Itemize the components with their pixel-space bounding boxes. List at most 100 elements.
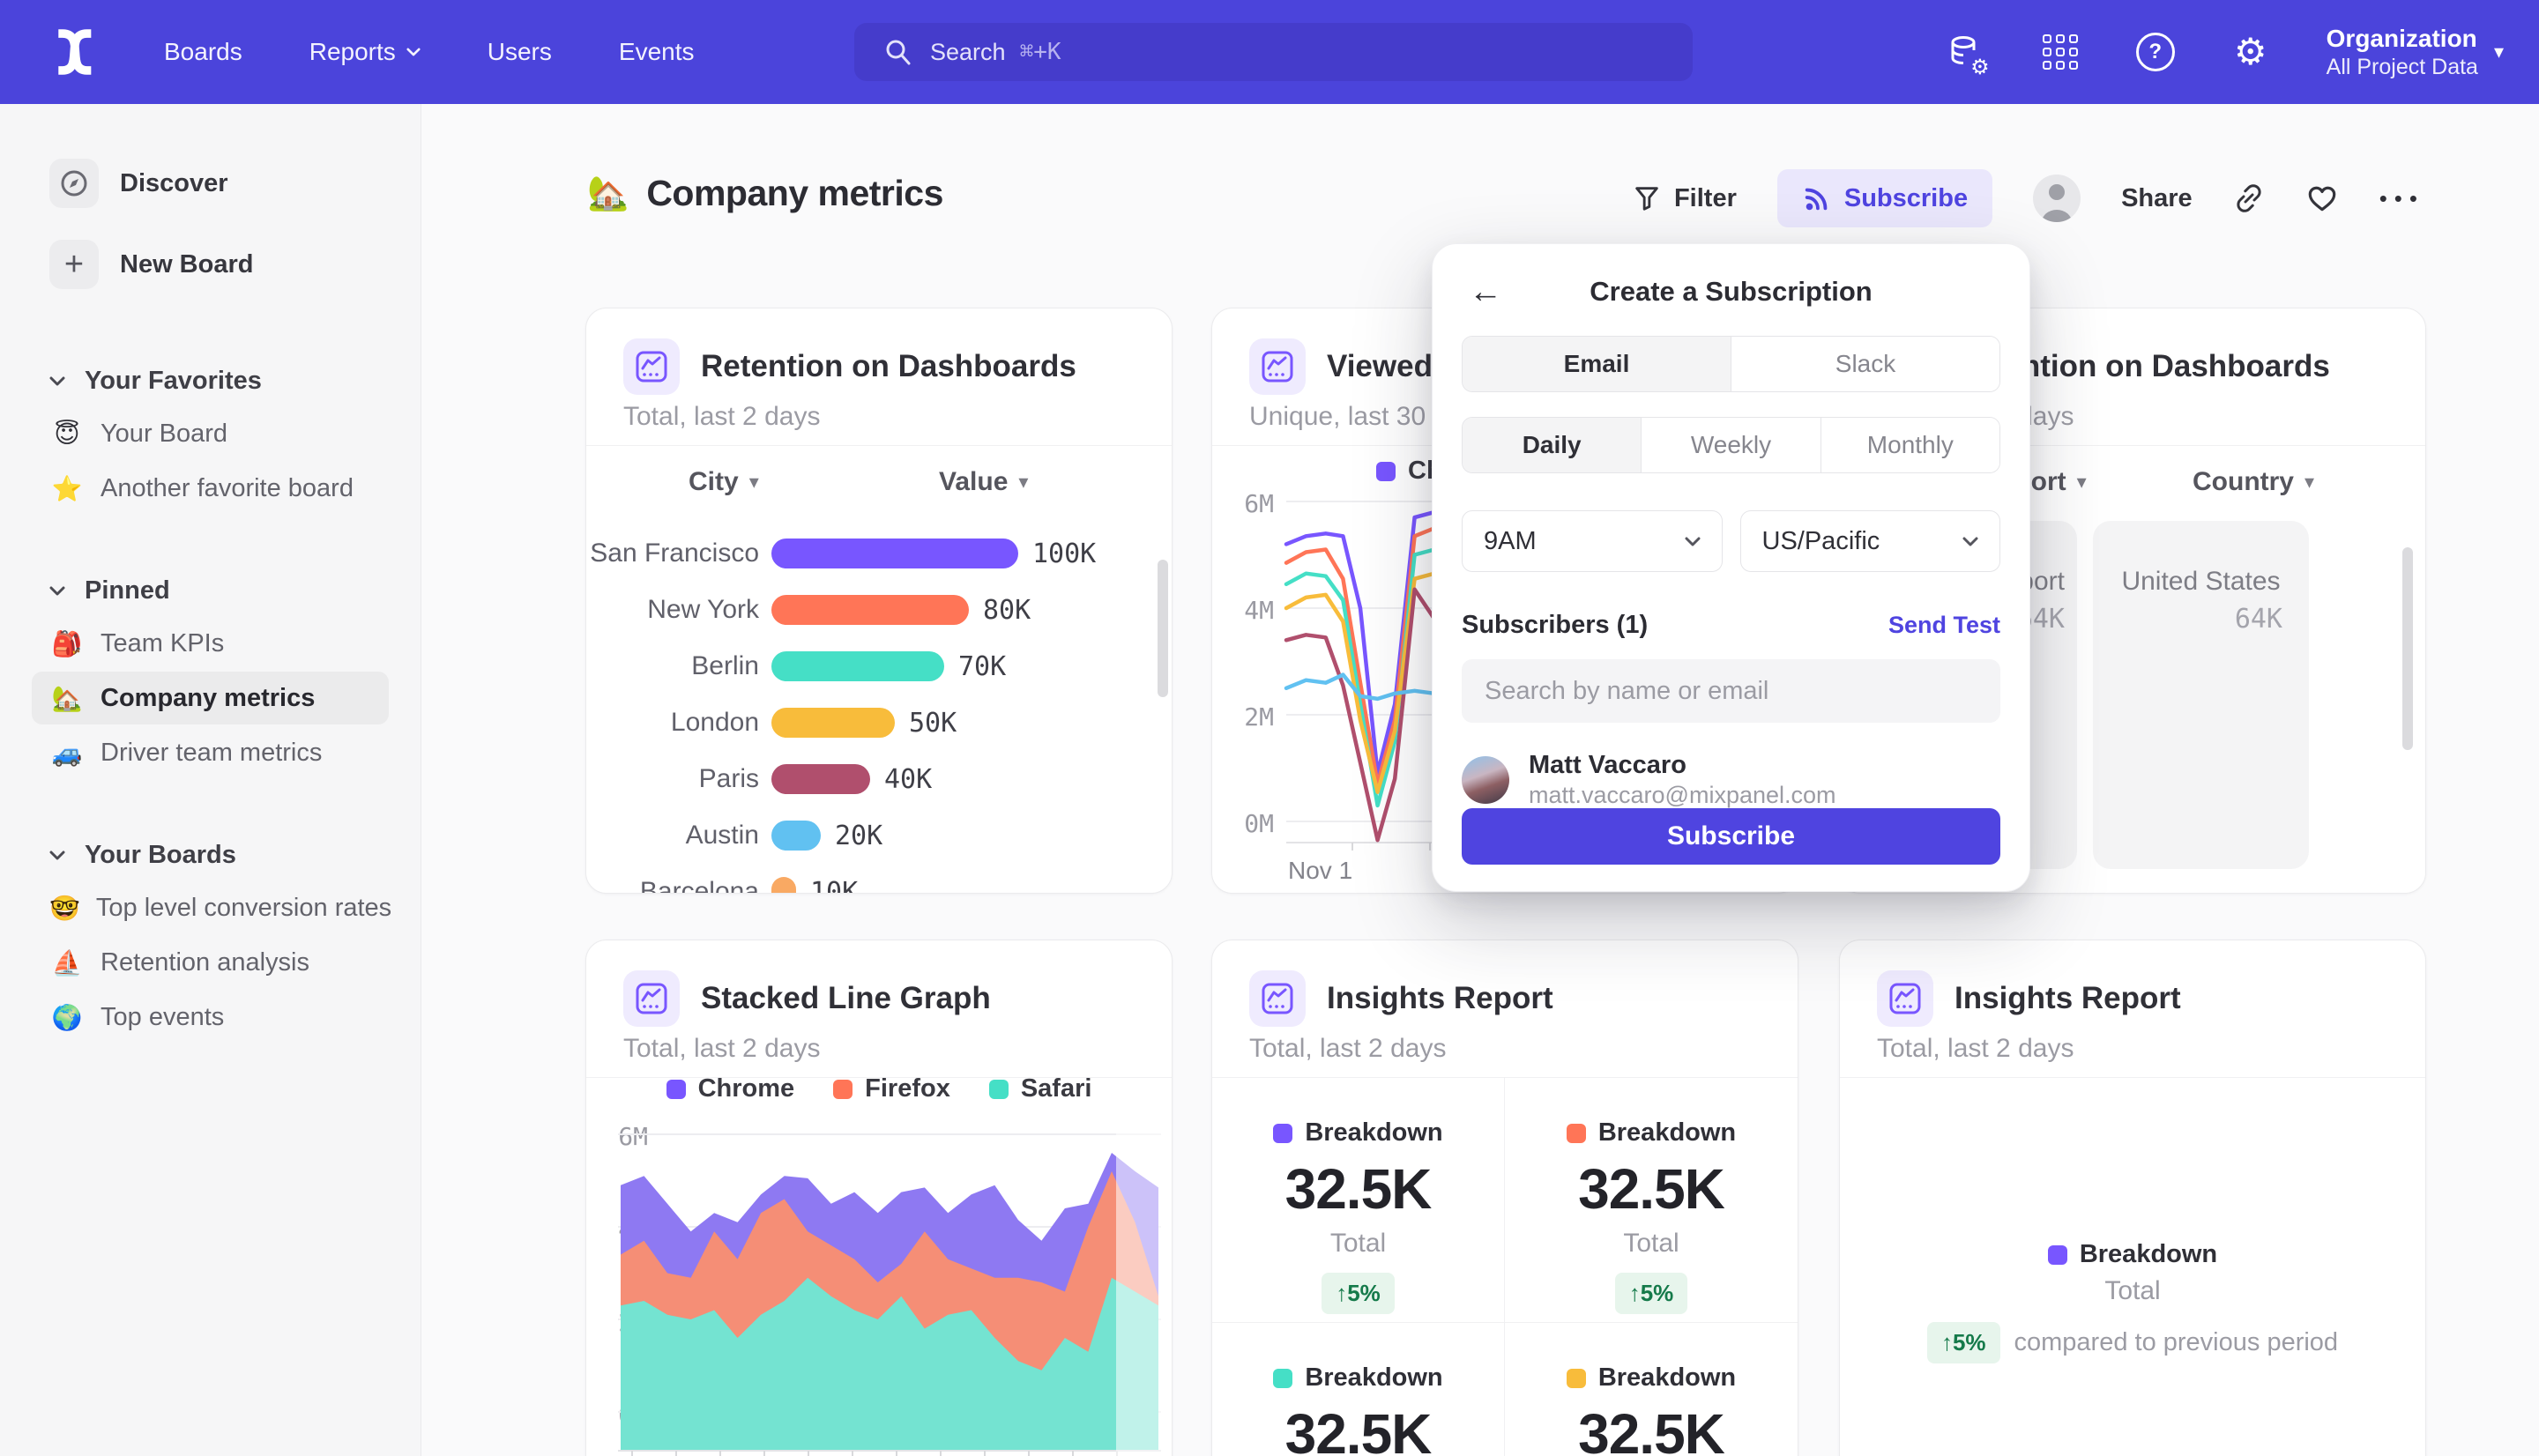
search-placeholder: Search: [930, 38, 1006, 65]
delta-badge: ↑5%: [1614, 1273, 1688, 1314]
org-switcher[interactable]: Organization All Project Data ▾: [2327, 24, 2504, 80]
metric-tile: Breakdown 32.5K Total ↑5%: [1212, 1078, 1505, 1323]
subscribe-button[interactable]: Subscribe: [1776, 169, 1993, 227]
card-title: Insights Report: [1327, 981, 1553, 1015]
report-chart-icon: [623, 338, 680, 395]
chart-legend: Chrome Firefox Safari: [586, 1074, 1172, 1103]
card-subtitle: Total, last 2 days: [1877, 1034, 2074, 1063]
sidebar-section: Pinned 🎒 Team KPIs 🏡 Company metrics 🚙 D…: [0, 566, 421, 779]
metric-tile: Breakdown 32.5K Total ↑5%: [1505, 1078, 1798, 1323]
table-scrollbar[interactable]: [2402, 547, 2413, 750]
card-subtitle: Total, last 2 days: [1249, 1034, 1447, 1063]
subscriber-row[interactable]: Matt Vaccaro matt.vaccaro@mixpanel.com: [1462, 749, 2000, 811]
value-bar: [771, 651, 944, 681]
nav-item[interactable]: Users: [488, 38, 552, 66]
segmented-option[interactable]: Email: [1463, 337, 1731, 391]
table-row[interactable]: Berlin 70K: [586, 638, 1172, 695]
legend-item[interactable]: Chrome: [666, 1074, 795, 1103]
column-header-value[interactable]: Value ▾: [939, 467, 1029, 496]
x-tick-nov1: Nov 1: [1288, 857, 1353, 884]
legend-item[interactable]: Safari: [988, 1074, 1091, 1103]
nav-item[interactable]: Boards: [164, 38, 242, 66]
value-bar: [771, 821, 821, 851]
column-header-country[interactable]: Country ▾: [2193, 467, 2315, 496]
sidebar-board-item[interactable]: ⭐ Another favorite board: [32, 462, 389, 515]
column-header-city[interactable]: City ▾: [689, 467, 759, 496]
sidebar-section: Your Boards 🤓 Top level conversion rates…: [0, 830, 421, 1044]
sidebar-section: Your Favorites 😇 Your Board ⭐ Another fa…: [0, 356, 421, 515]
favorite-button[interactable]: [2305, 182, 2339, 215]
breakdown-label: Breakdown: [1597, 1118, 1737, 1147]
segmented-option[interactable]: Monthly: [1820, 418, 1999, 472]
country-cell[interactable]: United States 64K: [2093, 521, 2309, 869]
subscriber-search-input[interactable]: [1462, 659, 2000, 723]
sidebar-item-discover[interactable]: Discover: [0, 143, 421, 224]
mixpanel-logo-icon[interactable]: [46, 24, 102, 80]
user-avatar[interactable]: [2033, 175, 2081, 222]
sidebar-section-header[interactable]: Your Boards: [0, 830, 421, 880]
sidebar-section-header[interactable]: Your Favorites: [0, 356, 421, 405]
breakdown-summary: Breakdown Total ↑5% compared to previous…: [1840, 1240, 2425, 1363]
send-test-link[interactable]: Send Test: [1887, 612, 2000, 638]
board-label: Your Board: [101, 419, 228, 448]
table-row[interactable]: New York 80K: [586, 582, 1172, 638]
board-emoji: ⭐: [51, 474, 83, 502]
filter-button[interactable]: Filter: [1632, 183, 1737, 213]
segmented-option[interactable]: Weekly: [1641, 418, 1820, 472]
sidebar-section-header[interactable]: Pinned: [0, 566, 421, 615]
sidebar-board-item[interactable]: 🏡 Company metrics: [32, 672, 389, 724]
legend-item[interactable]: Firefox: [833, 1074, 950, 1103]
board-label: Top events: [101, 1002, 225, 1031]
table-row[interactable]: Barcelona 10K: [586, 864, 1172, 893]
settings-gear-icon[interactable]: ⚙: [2233, 31, 2267, 72]
time-select[interactable]: 9AM: [1462, 510, 1723, 572]
data-management-icon[interactable]: ⚙: [1946, 33, 1990, 78]
segmented-option[interactable]: Daily: [1463, 418, 1642, 472]
share-button[interactable]: Share: [2121, 183, 2193, 212]
value-label: 70K: [958, 650, 1007, 682]
rss-icon: [1805, 188, 1828, 211]
sidebar-board-item[interactable]: 🌍 Top events: [32, 991, 389, 1044]
help-icon[interactable]: ?: [2135, 33, 2175, 71]
sidebar-board-item[interactable]: 🚙 Driver team metrics: [32, 726, 389, 779]
sidebar-item-new-board[interactable]: + New Board: [0, 224, 421, 305]
nav-item[interactable]: Events: [619, 38, 695, 66]
subscriber-avatar: [1462, 756, 1509, 804]
board-emoji: ⛵: [51, 948, 83, 977]
back-arrow-icon[interactable]: ←: [1469, 273, 1502, 310]
table-row[interactable]: Paris 40K: [586, 751, 1172, 807]
table-row[interactable]: Austin 20K: [586, 807, 1172, 864]
board-label: Driver team metrics: [101, 738, 323, 767]
table-row[interactable]: London 50K: [586, 695, 1172, 751]
board-label: Top level conversion rates: [95, 893, 392, 922]
segmented-option[interactable]: Slack: [1731, 337, 1999, 391]
copy-link-button[interactable]: [2233, 182, 2265, 214]
apps-grid-icon[interactable]: [2041, 33, 2080, 71]
value-label: 40K: [884, 763, 933, 795]
value-bar: [771, 708, 895, 738]
chevron-down-icon: [406, 48, 421, 56]
sidebar-section-label: Your Boards: [85, 840, 236, 869]
org-title: Organization: [2326, 25, 2477, 53]
y-tick-0m: 0M: [1244, 809, 1274, 838]
nav-item[interactable]: Reports: [309, 38, 421, 66]
sidebar-board-item[interactable]: 🎒 Team KPIs: [32, 617, 389, 670]
heart-icon: [2308, 186, 2335, 212]
table-scrollbar[interactable]: [1158, 560, 1168, 697]
chevron-down-icon: ▾: [2493, 41, 2504, 63]
sidebar-board-item[interactable]: ⛵ Retention analysis: [32, 936, 389, 989]
sidebar-board-item[interactable]: 😇 Your Board: [32, 407, 389, 460]
card-subtitle: Total, last 2 days: [623, 402, 821, 431]
time-value: 9AM: [1484, 526, 1537, 555]
chevron-down-icon: [1962, 537, 1978, 546]
sidebar-board-item[interactable]: 🤓 Top level conversion rates: [32, 881, 392, 934]
global-search-input[interactable]: Search ⌘+K: [854, 23, 1693, 81]
legend-label: Chrome: [697, 1074, 795, 1103]
funnel-icon: [1635, 187, 1658, 211]
breakdown-label: Breakdown: [2079, 1240, 2218, 1268]
subscribe-submit-button[interactable]: Subscribe: [1462, 808, 2000, 865]
timezone-select[interactable]: US/Pacific: [1739, 510, 2000, 572]
more-options-button[interactable]: •••: [2379, 184, 2424, 212]
table-row[interactable]: San Francisco 100K: [586, 525, 1172, 582]
